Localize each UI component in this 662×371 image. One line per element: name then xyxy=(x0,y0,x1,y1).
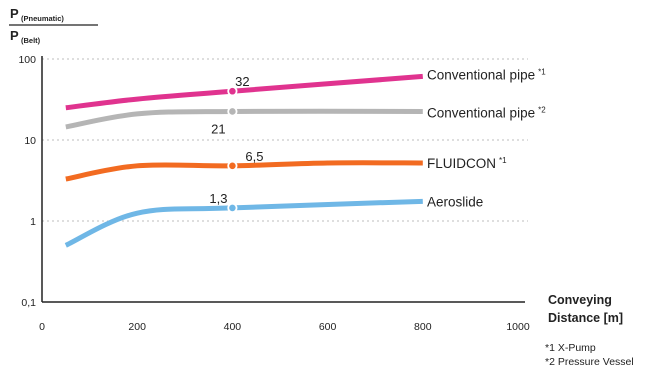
x-tick-label: 1000 xyxy=(506,321,530,333)
y-tick-label: 1 xyxy=(30,216,36,228)
series-markers xyxy=(227,86,238,214)
x-tick-label: 600 xyxy=(319,321,337,333)
marker-aeroslide xyxy=(227,202,238,214)
series-label-fluidcon: FLUIDCON *1 xyxy=(427,156,507,171)
x-title-line2: Distance [m] xyxy=(548,311,623,325)
footnotes: *1 X-Pump *2 Pressure Vessel xyxy=(545,342,634,368)
x-tick-label: 0 xyxy=(39,321,45,333)
marker-fluidcon xyxy=(227,160,238,171)
series-line-conventional-pipe-2 xyxy=(65,108,423,130)
x-tick-label: 800 xyxy=(414,321,432,333)
series-label-conventional-pipe-2: Conventional pipe *2 xyxy=(427,105,546,120)
x-tick-labels: 0 200 400 600 800 1000 xyxy=(39,321,530,333)
marker-conventional-pipe-1 xyxy=(227,86,238,97)
y-tick-label: 100 xyxy=(18,54,36,66)
series-labels: Conventional pipe *1 Conventional pipe *2 FL… xyxy=(427,67,546,209)
footnote-2: *2 Pressure Vessel xyxy=(545,356,634,368)
gridlines xyxy=(42,58,528,222)
footnote-1: *1 X-Pump xyxy=(545,342,596,354)
x-tick-label: 400 xyxy=(224,321,242,333)
value-labels: 32 21 6,5 1,3 xyxy=(209,74,263,206)
series-line-conventional-pipe-1 xyxy=(65,73,423,111)
value-label-aeroslide: 1,3 xyxy=(209,191,227,206)
y-tick-label: 0,1 xyxy=(21,297,36,309)
y-title-denominator-sub: (Belt) xyxy=(21,36,41,45)
x-title-line1: Conveying xyxy=(548,293,612,307)
y-axis-title: P (Pneumatic) P (Belt) xyxy=(9,6,98,45)
y-tick-labels: 0,1 1 10 100 xyxy=(18,54,36,309)
y-tick-label: 10 xyxy=(24,135,36,147)
series-lines xyxy=(64,73,423,248)
series-line-aeroslide xyxy=(64,198,423,248)
series-label-aeroslide: Aeroslide xyxy=(427,194,483,209)
marker-conventional-pipe-2 xyxy=(227,106,238,117)
series-line-fluidcon xyxy=(65,160,423,182)
x-tick-label: 200 xyxy=(128,321,146,333)
y-title-numerator-p: P xyxy=(10,6,19,21)
value-label-conventional-pipe-2: 21 xyxy=(211,121,225,136)
series-label-conventional-pipe-1: Conventional pipe *1 xyxy=(427,67,546,82)
x-axis-title: Conveying Distance [m] xyxy=(548,293,623,325)
value-label-conventional-pipe-1: 32 xyxy=(235,74,249,89)
value-label-fluidcon: 6,5 xyxy=(245,149,263,164)
y-title-numerator-sub: (Pneumatic) xyxy=(21,14,64,23)
y-title-denominator-p: P xyxy=(10,28,19,43)
